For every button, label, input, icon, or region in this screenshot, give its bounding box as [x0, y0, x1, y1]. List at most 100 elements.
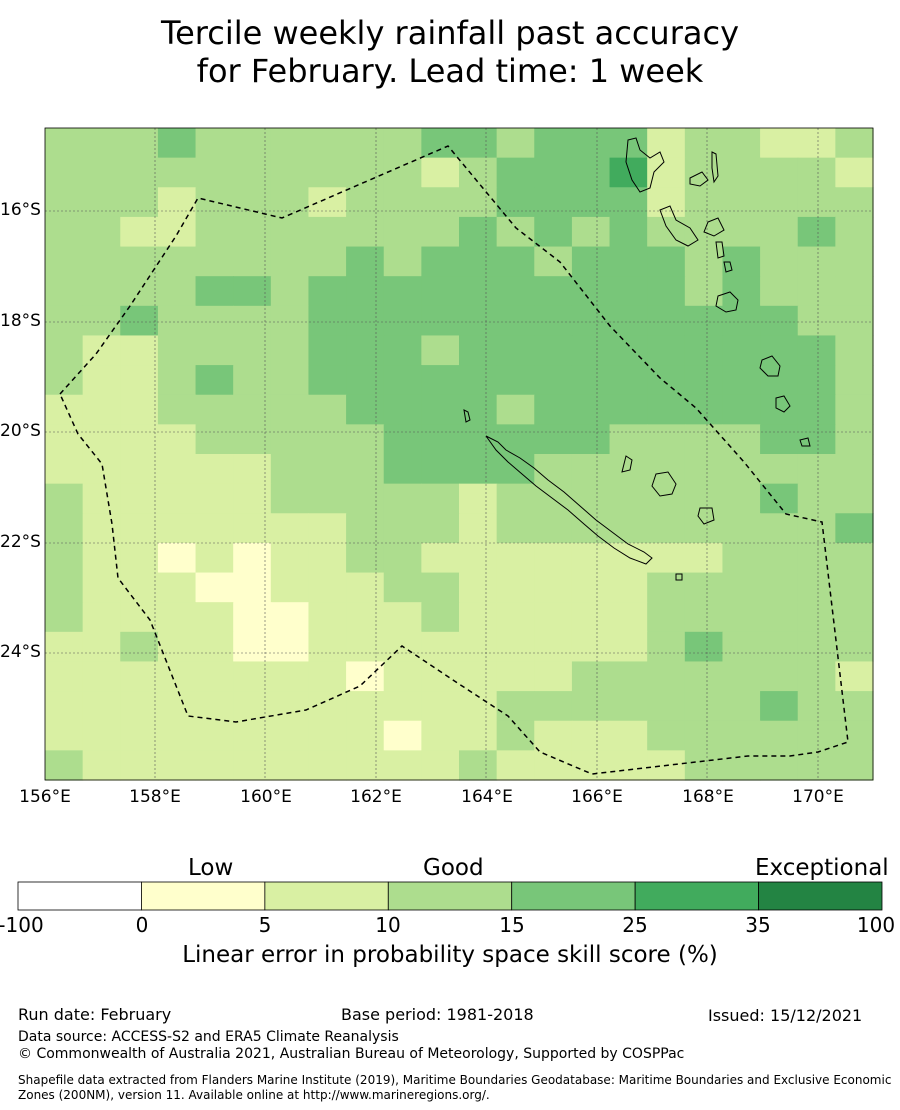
skill-cell	[120, 483, 159, 514]
loyalty-ouvea	[621, 455, 633, 473]
skill-cell	[308, 454, 347, 485]
skill-cell	[45, 424, 84, 455]
skill-cell	[233, 335, 272, 366]
skill-cell	[45, 305, 84, 337]
skill-cell	[760, 246, 799, 277]
skill-cell	[346, 661, 385, 692]
skill-cell	[647, 394, 686, 425]
skill-cell	[534, 602, 573, 633]
skill-cell	[684, 720, 724, 751]
skill-cell	[835, 602, 874, 633]
skill-cell	[722, 542, 761, 574]
skill-map	[44, 127, 874, 781]
title-line-2: for February. Lead time: 1 week	[196, 52, 704, 90]
skill-cell	[797, 750, 836, 781]
skill-cell	[496, 542, 535, 574]
lat-label: 24°S	[0, 642, 41, 662]
skill-cell	[157, 305, 197, 337]
lon-label: 166°E	[571, 787, 623, 807]
skill-cell	[120, 572, 159, 603]
skill-cell	[45, 542, 84, 574]
skill-cell	[45, 276, 84, 307]
skill-cell	[383, 305, 422, 337]
skill-cell	[45, 365, 84, 396]
skill-cell	[835, 216, 874, 248]
skill-cell	[157, 394, 197, 425]
loyalty-mare	[697, 507, 715, 525]
colorbar-segment	[758, 881, 883, 911]
skill-cell	[609, 246, 648, 277]
skill-cell	[82, 661, 121, 692]
skill-cell	[459, 631, 498, 663]
skill-cell	[270, 483, 310, 514]
skill-cell	[421, 631, 460, 663]
skill-cell	[421, 335, 460, 366]
coastlines	[463, 137, 811, 581]
skill-cell	[722, 424, 761, 455]
skill-cell	[195, 483, 234, 514]
skill-cell	[383, 128, 422, 159]
skill-cell	[233, 720, 272, 751]
vanuatu-maewo	[711, 151, 719, 184]
skill-cell	[346, 454, 385, 485]
skill-cell	[270, 454, 310, 485]
colorbar-segment	[387, 881, 513, 911]
skill-cell	[722, 216, 761, 248]
skill-cell	[760, 128, 799, 159]
skill-cell	[459, 602, 498, 633]
skill-cell	[609, 750, 648, 781]
skill-cell	[459, 216, 498, 248]
skill-cell	[797, 128, 836, 159]
skill-cell	[120, 365, 159, 396]
colorbar-segment	[511, 881, 636, 911]
skill-cell	[722, 661, 761, 692]
lon-label: 170°E	[792, 787, 844, 807]
skill-cell	[684, 661, 724, 692]
skill-cell	[383, 335, 422, 366]
skill-cell	[496, 216, 535, 248]
map-area: 16°S 18°S 20°S 22°S 24°S 156°E 158°E 160…	[0, 127, 874, 807]
skill-cell	[571, 305, 611, 337]
skill-cell	[760, 483, 799, 514]
skill-cell	[684, 246, 724, 277]
skill-cell	[233, 365, 272, 396]
skill-cell	[195, 365, 234, 396]
colorbar-tick: 25	[622, 913, 648, 937]
skill-cell	[82, 750, 121, 781]
skill-cell	[647, 542, 686, 574]
skill-cell	[270, 187, 310, 218]
skill-cell	[195, 424, 234, 455]
data-source: Data source: ACCESS-S2 and ERA5 Climate …	[18, 1029, 399, 1045]
skill-cell	[459, 276, 498, 307]
skill-cell	[157, 276, 197, 307]
skill-cell	[82, 335, 121, 366]
skill-cell	[496, 187, 535, 218]
skill-cell	[233, 394, 272, 425]
skill-cell	[647, 691, 686, 722]
skill-cell	[308, 661, 347, 692]
skill-cell	[383, 187, 422, 218]
skill-cell	[383, 424, 422, 455]
skill-cell	[383, 661, 422, 692]
skill-cell	[496, 246, 535, 277]
skill-cell	[684, 335, 724, 366]
skill-cell	[383, 276, 422, 307]
skill-cell	[459, 335, 498, 366]
skill-cell	[421, 720, 460, 751]
vanuatu-pentecost	[703, 217, 725, 237]
skill-cell	[82, 572, 121, 603]
skill-cell	[797, 691, 836, 722]
skill-cell	[571, 216, 611, 248]
skill-cell	[459, 661, 498, 692]
skill-cell	[684, 365, 724, 396]
skill-cell	[45, 394, 84, 425]
skill-cell	[571, 720, 611, 751]
skill-cell	[534, 661, 573, 692]
skill-cell	[157, 631, 197, 663]
skill-cell	[270, 276, 310, 307]
skill-cell	[346, 750, 385, 781]
vanuatu-tanna	[775, 395, 791, 413]
colorbar-tick: 35	[745, 913, 771, 937]
skill-cell	[534, 631, 573, 663]
vanuatu-aneityum	[799, 437, 811, 447]
